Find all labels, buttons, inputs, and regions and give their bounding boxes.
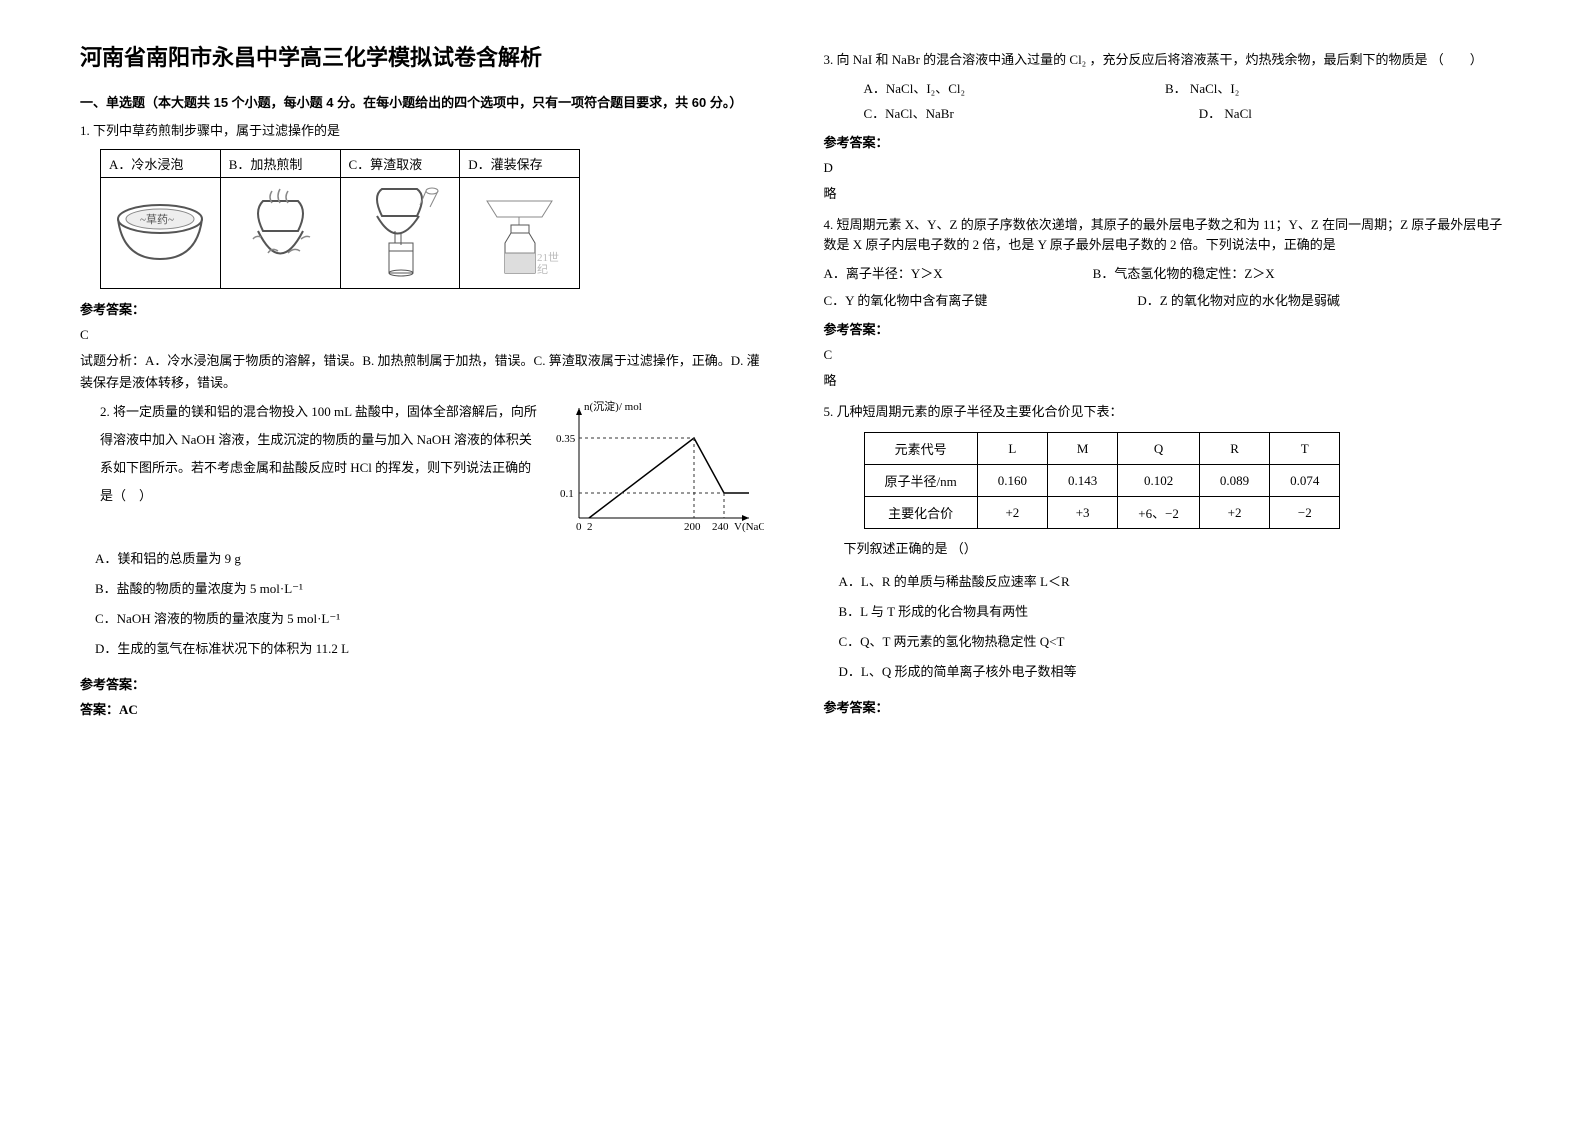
svg-text:纪: 纪	[537, 263, 548, 276]
filter-icon	[347, 181, 452, 281]
q4-extra: 略	[824, 370, 1508, 392]
q5-subtext: 下列叙述正确的是 （）	[824, 539, 1508, 559]
chart-x-2: 2	[587, 521, 593, 533]
chart-y-label: n(沉淀)/ mol	[584, 399, 642, 413]
q5-r0c5: 0.074	[1270, 465, 1340, 497]
q3-opt-a: A．NaCl、I₂、Cl₂	[864, 78, 966, 97]
q3-opt-d: D． NaCl	[1199, 103, 1252, 122]
q5-text: 5. 几种短周期元素的原子半径及主要化合价见下表：	[824, 402, 1508, 422]
bottle-store-icon: 21世 纪	[467, 181, 572, 281]
q1-answer: C	[80, 324, 764, 346]
q5-r0c4: 0.089	[1199, 465, 1269, 497]
q2-opt-c: C．NaOH 溶液的物质的量浓度为 5 mol·L⁻¹	[95, 604, 764, 634]
q3-opt-b: B． NaCl、I₂	[1165, 78, 1239, 97]
q1-opt-d: D．灌装保存	[460, 150, 580, 178]
q1-analysis: 试题分析：A．冷水浸泡属于物质的溶解，错误。B. 加热煎制属于加热，错误。C. …	[80, 350, 764, 394]
q3-answer-label: 参考答案：	[824, 132, 1508, 151]
q2-opt-d: D．生成的氢气在标准状况下的体积为 11.2 L	[95, 634, 764, 664]
q3-text: 3. 向 NaI 和 NaBr 的混合溶液中通入过量的 Cl₂ ，充分反应后将溶…	[824, 50, 1508, 70]
q2-answer-label: 参考答案：	[80, 674, 764, 693]
q4-answer: C	[824, 344, 1508, 366]
q5-answer-label: 参考答案：	[824, 697, 1508, 716]
q5-h4: R	[1199, 433, 1269, 465]
q4-opt-a: A．离子半径：Y＞X	[824, 263, 943, 282]
bowl-herb-icon: ~草药~	[108, 181, 213, 281]
q1-img-a: ~草药~	[101, 178, 221, 289]
q1-opt-b: B．加热煎制	[220, 150, 340, 178]
q1-text: 1. 下列中草药煎制步骤中，属于过滤操作的是	[80, 121, 764, 141]
q1-option-table: A．冷水浸泡 B．加热煎制 C．箅渣取液 D．灌装保存 ~草药~	[100, 149, 580, 289]
q5-h3: Q	[1118, 433, 1200, 465]
q5-h0: 元素代号	[864, 433, 977, 465]
q5-h2: M	[1047, 433, 1117, 465]
q4-opt-b: B．气态氢化物的稳定性：Z＞X	[1093, 263, 1275, 282]
q5-r1c2: +3	[1047, 497, 1117, 529]
q5-opt-a: A．L、R 的单质与稀盐酸反应速率 L＜R	[839, 567, 1508, 597]
q5-r0c3: 0.102	[1118, 465, 1200, 497]
chart-x-label: V(NaOH)/mL	[734, 521, 764, 533]
page-title: 河南省南阳市永昌中学高三化学模拟试卷含解析	[80, 40, 764, 72]
q2-chart: 0.35 0.1 0 2 200 240 n(沉淀)/ mol V(NaOH)/…	[554, 398, 764, 538]
q5-opt-b: B．L 与 T 形成的化合物具有两性	[839, 597, 1508, 627]
q5-h5: T	[1270, 433, 1340, 465]
chart-x-0: 0	[576, 521, 582, 533]
q3-extra: 略	[824, 183, 1508, 205]
q5-data-table: 元素代号 L M Q R T 原子半径/nm 0.160 0.143 0.102…	[864, 432, 1341, 529]
q1-answer-label: 参考答案：	[80, 299, 764, 318]
q5-r1c0: 主要化合价	[864, 497, 977, 529]
q5-r1c4: +2	[1199, 497, 1269, 529]
q5-r0c2: 0.143	[1047, 465, 1117, 497]
q5-opt-d: D．L、Q 形成的简单离子核外电子数相等	[839, 657, 1508, 687]
section-1-heading: 一、单选题（本大题共 15 个小题，每小题 4 分。在每小题给出的四个选项中，只…	[80, 92, 764, 111]
q1-img-b	[220, 178, 340, 289]
q1-img-d: 21世 纪	[460, 178, 580, 289]
svg-text:21世: 21世	[537, 251, 559, 264]
q5-r1c3: +6、−2	[1118, 497, 1200, 529]
chart-y-0-1: 0.1	[560, 488, 574, 500]
q5-opt-c: C．Q、T 两元素的氢化物热稳定性 Q<T	[839, 627, 1508, 657]
q5-r1c1: +2	[977, 497, 1047, 529]
chart-x-240: 240	[712, 521, 729, 533]
q2-answer: 答案：AC	[80, 699, 764, 721]
q5-r0c0: 原子半径/nm	[864, 465, 977, 497]
q5-h1: L	[977, 433, 1047, 465]
pot-boil-icon	[228, 181, 333, 281]
q4-answer-label: 参考答案：	[824, 319, 1508, 338]
chart-y-0-35: 0.35	[556, 433, 576, 445]
q1-img-c	[340, 178, 460, 289]
q4-opt-d: D．Z 的氧化物对应的水化物是弱碱	[1137, 290, 1340, 309]
q3-answer: D	[824, 157, 1508, 179]
chart-x-200: 200	[684, 521, 701, 533]
q2-text: 2. 将一定质量的镁和铝的混合物投入 100 mL 盐酸中，固体全部溶解后，向所…	[80, 398, 554, 510]
q3-opt-c: C．NaCl、NaBr	[864, 103, 954, 122]
q1-opt-c: C．箅渣取液	[340, 150, 460, 178]
q1-opt-a: A．冷水浸泡	[101, 150, 221, 178]
q2-opt-a: A．镁和铝的总质量为 9 g	[95, 544, 764, 574]
q4-text: 4. 短周期元素 X、Y、Z 的原子序数依次递增，其原子的最外层电子数之和为 1…	[824, 215, 1508, 255]
q5-r0c1: 0.160	[977, 465, 1047, 497]
svg-text:~草药~: ~草药~	[140, 213, 174, 226]
q2-opt-b: B．盐酸的物质的量浓度为 5 mol·L⁻¹	[95, 574, 764, 604]
q5-r1c5: −2	[1270, 497, 1340, 529]
q4-opt-c: C．Y 的氧化物中含有离子键	[824, 290, 988, 309]
